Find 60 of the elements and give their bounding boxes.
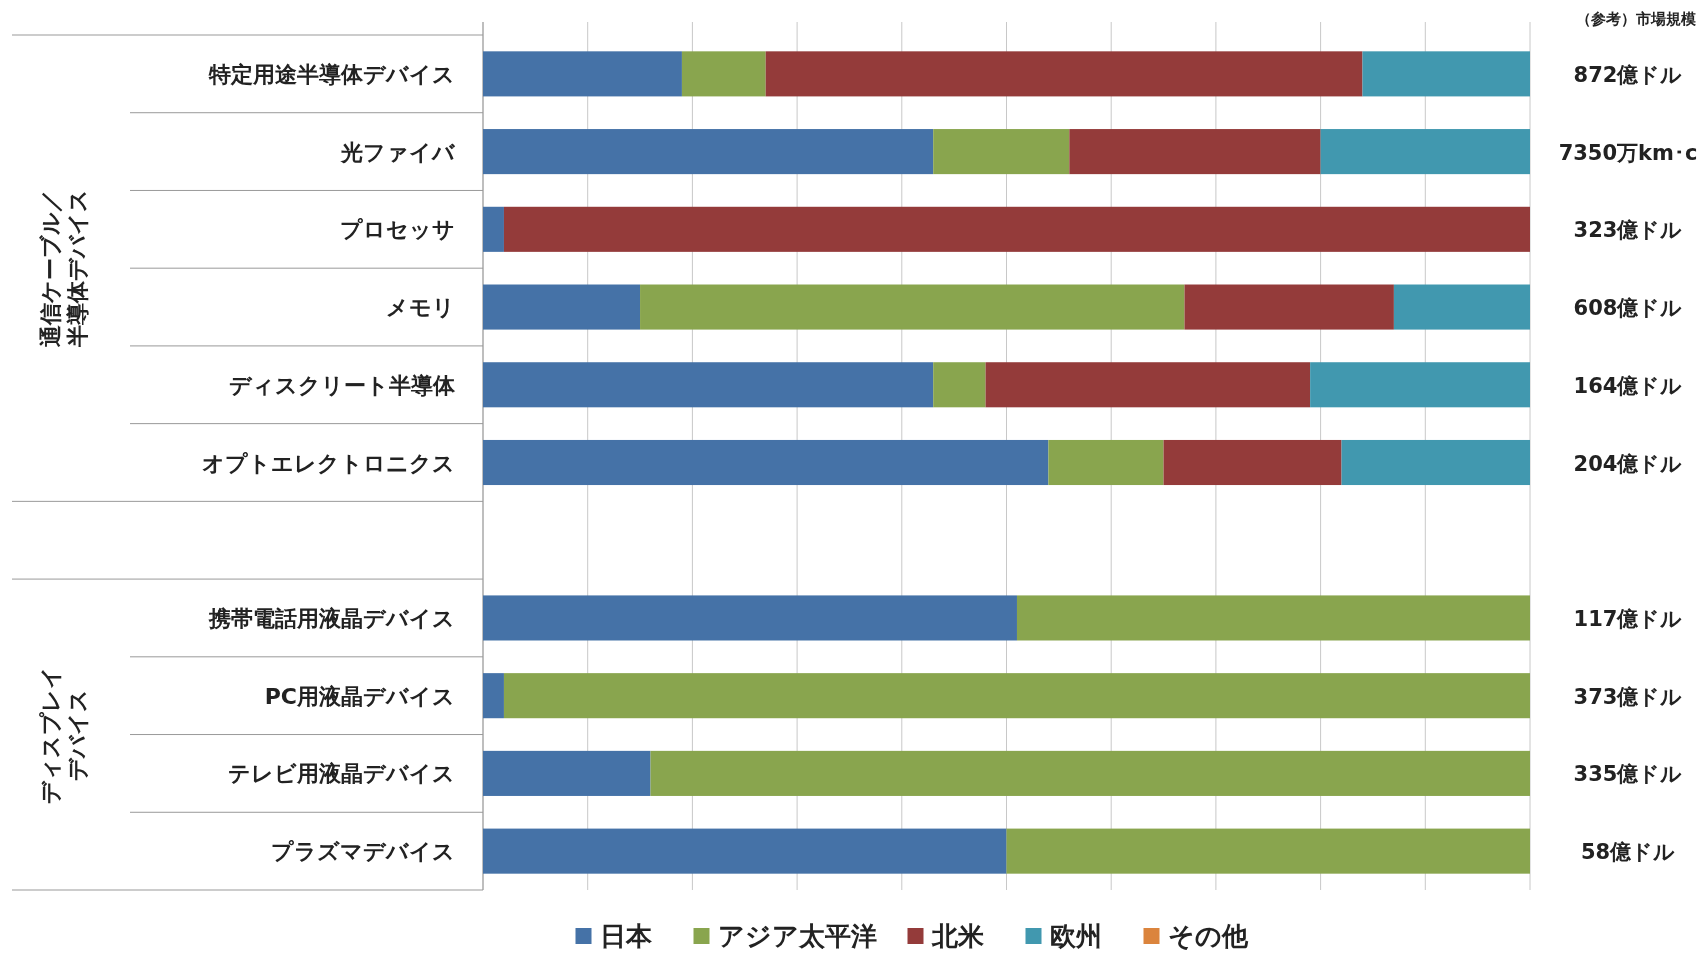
text: 通信ケーブル／ bbox=[38, 189, 63, 348]
legend-label: 日本 bbox=[599, 921, 653, 951]
bar bbox=[483, 206, 504, 252]
text: 164億ドル bbox=[1573, 373, 1683, 398]
bar bbox=[933, 362, 986, 408]
bar bbox=[1016, 595, 1530, 641]
bar bbox=[483, 51, 682, 97]
text: 872億ドル bbox=[1573, 62, 1683, 87]
y-tick-label: PC用液晶デバイス bbox=[264, 683, 455, 709]
bar bbox=[503, 673, 1530, 719]
text: 半導体デバイス bbox=[65, 189, 90, 349]
y-tick-label: プロセッサ bbox=[340, 217, 455, 243]
legend-label: 欧州 bbox=[1049, 921, 1102, 951]
bar bbox=[985, 362, 1311, 408]
bar bbox=[933, 129, 1070, 175]
y-tick-label: 光ファイバ bbox=[340, 139, 456, 165]
text: 117億ドル bbox=[1573, 606, 1683, 631]
y-tick-label: 携帯電話用液晶デバイス bbox=[208, 605, 455, 631]
bar bbox=[483, 284, 641, 330]
text: 58億ドル bbox=[1580, 840, 1676, 865]
text: 323億ドル bbox=[1573, 218, 1683, 243]
bar bbox=[483, 673, 504, 719]
legend-label: アジア太平洋 bbox=[717, 921, 877, 951]
bar bbox=[483, 595, 1017, 641]
bar bbox=[1320, 129, 1530, 175]
bar bbox=[483, 439, 1049, 486]
bar bbox=[1006, 828, 1530, 874]
y-tick-label: テレビ用液晶デバイス bbox=[228, 761, 455, 787]
text: 335億ドル bbox=[1573, 762, 1683, 787]
y-tick-label: オプトエレクトロニクス bbox=[202, 450, 455, 476]
bar bbox=[483, 750, 651, 796]
y-tick-label: プラズマデバイス bbox=[271, 839, 455, 865]
legend-label: その他 bbox=[1167, 921, 1249, 951]
bar bbox=[483, 362, 934, 408]
bar bbox=[1362, 51, 1530, 97]
y-tick-label: メモリ bbox=[386, 295, 455, 321]
text: 373億ドル bbox=[1573, 684, 1683, 709]
bar bbox=[1163, 439, 1342, 486]
y-tick-label: ディスクリート半導体 bbox=[229, 372, 456, 398]
bar bbox=[1048, 439, 1164, 486]
text: （参考）市場規模 bbox=[1576, 10, 1697, 28]
bar bbox=[1069, 129, 1321, 175]
legend-label: 北米 bbox=[930, 921, 984, 951]
text: 204億ドル bbox=[1573, 451, 1683, 476]
bar bbox=[681, 51, 766, 97]
bar bbox=[1341, 439, 1530, 486]
text: ディスプレイ bbox=[38, 665, 63, 804]
bar bbox=[650, 750, 1530, 796]
text: 608億ドル bbox=[1573, 296, 1683, 321]
y-tick-label: 特定用途半導体デバイス bbox=[208, 61, 455, 87]
bar bbox=[640, 284, 1185, 330]
text: デバイス bbox=[65, 688, 90, 781]
bar bbox=[503, 206, 1530, 252]
bar bbox=[483, 828, 1007, 874]
bar bbox=[483, 129, 934, 175]
bar bbox=[1310, 362, 1530, 408]
bar bbox=[765, 51, 1363, 97]
bar bbox=[1393, 284, 1530, 330]
bar bbox=[1184, 284, 1394, 330]
text: 7350万km･c bbox=[1558, 140, 1698, 165]
